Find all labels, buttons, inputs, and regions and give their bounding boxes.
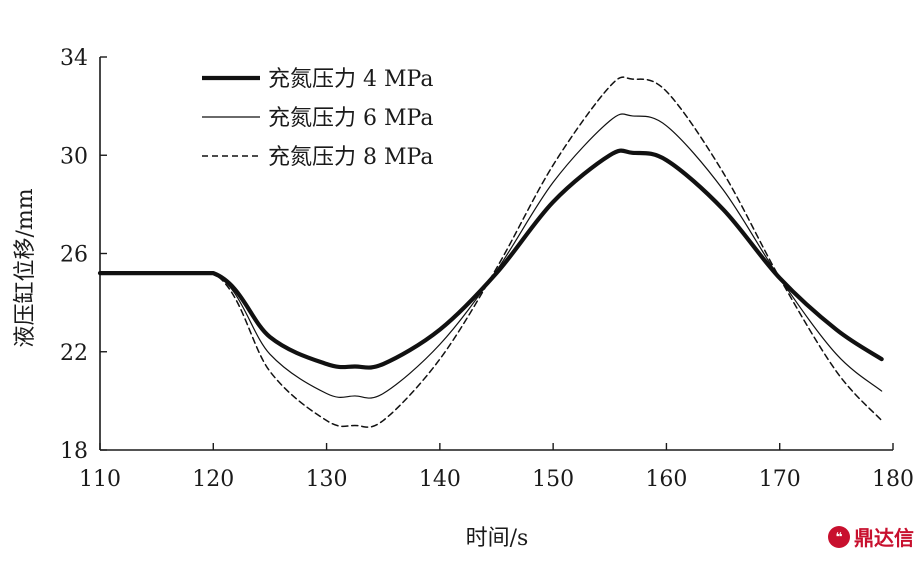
y-tick-label: 18 bbox=[60, 439, 88, 464]
y-axis-title: 液压缸位移/mm bbox=[13, 188, 38, 347]
x-tick-label: 140 bbox=[419, 467, 461, 492]
y-tick-label: 34 bbox=[60, 46, 88, 71]
x-tick-label: 150 bbox=[532, 467, 574, 492]
watermark-text: 鼎达信 bbox=[854, 526, 914, 550]
y-tick-label: 22 bbox=[60, 341, 88, 366]
series-line-2 bbox=[99, 113, 883, 399]
legend-label-2: 充氮压力 6 MPa bbox=[268, 106, 433, 131]
x-tick-label: 120 bbox=[192, 467, 234, 492]
series-line-3 bbox=[99, 76, 883, 428]
y-tick-label: 30 bbox=[60, 144, 88, 169]
y-tick-label: 26 bbox=[60, 243, 88, 268]
axes bbox=[99, 57, 893, 451]
legend-label-3: 充氮压力 8 MPa bbox=[268, 145, 433, 170]
x-tick-label: 170 bbox=[759, 467, 801, 492]
chat-bubble-icon: ❝ bbox=[828, 525, 850, 548]
legend: 充氮压力 4 MPa 充氮压力 6 MPa 充氮压力 8 MPa bbox=[202, 67, 433, 170]
x-tick-label: 110 bbox=[79, 467, 121, 492]
x-tick-label: 180 bbox=[872, 467, 914, 492]
x-axis-title: 时间/s bbox=[466, 526, 529, 551]
series-line-1 bbox=[97, 148, 884, 370]
series-lines bbox=[97, 76, 884, 428]
ticks: 110 120 130 140 150 160 170 180 18 22 26 30 34 bbox=[60, 46, 914, 492]
watermark-logo: ❝ 鼎达信 bbox=[828, 522, 914, 551]
x-tick-label: 160 bbox=[645, 467, 687, 492]
legend-label-1: 充氮压力 4 MPa bbox=[268, 67, 433, 92]
x-tick-label: 130 bbox=[306, 467, 348, 492]
